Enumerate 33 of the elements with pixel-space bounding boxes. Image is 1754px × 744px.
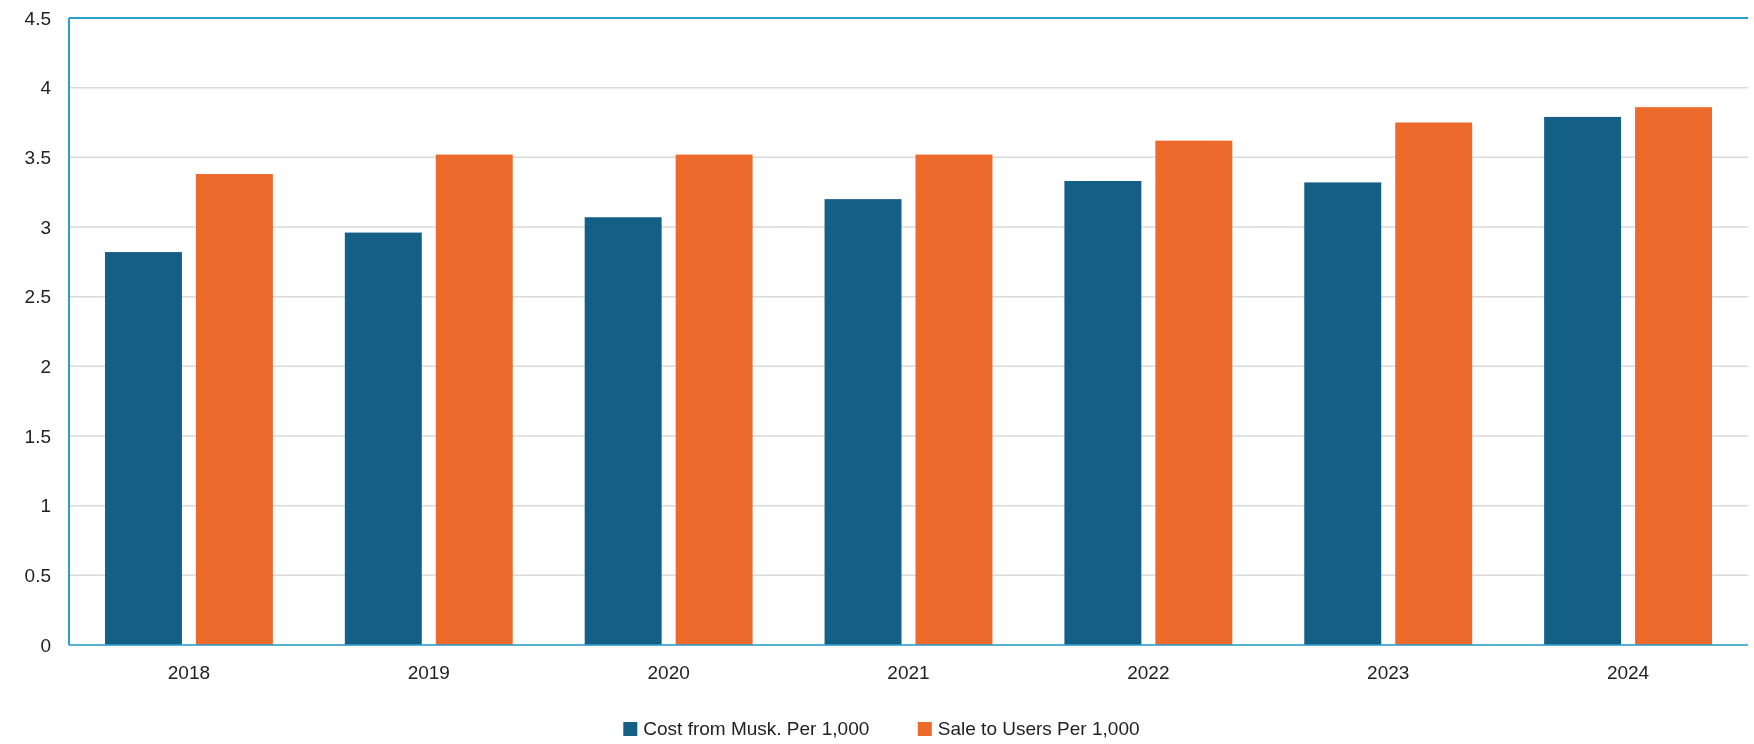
x-tick-label: 2019 (407, 662, 450, 683)
y-tick-label: 2.5 (24, 286, 51, 308)
x-tick-label: 2022 (1127, 662, 1170, 683)
bar (1064, 181, 1142, 645)
legend-label: Cost from Musk. Per 1,000 (643, 718, 870, 739)
bar (104, 252, 182, 645)
bar (675, 154, 753, 645)
bar (584, 217, 662, 645)
bar (1304, 182, 1382, 645)
y-tick-label: 3.5 (24, 146, 51, 168)
y-tick-label: 4.5 (24, 7, 51, 29)
bar (1635, 107, 1713, 645)
y-tick-label: 3 (40, 216, 51, 238)
bar (1395, 122, 1473, 645)
x-tick-label: 2024 (1606, 662, 1650, 683)
y-tick-label: 1.5 (24, 425, 51, 447)
y-tick-label: 0 (40, 634, 51, 656)
bar (344, 232, 422, 645)
bar (1155, 140, 1233, 645)
y-tick-label: 2 (40, 355, 51, 377)
bar (915, 154, 993, 645)
x-tick-label: 2020 (647, 662, 690, 683)
bar (195, 174, 273, 645)
x-tick-label: 2021 (887, 662, 930, 683)
legend-label: Sale to Users Per 1,000 (937, 718, 1140, 739)
y-tick-label: 4 (40, 77, 52, 99)
x-tick-label: 2018 (167, 662, 211, 683)
bar (1544, 116, 1622, 645)
y-tick-label: 1 (40, 495, 51, 517)
y-tick-label: 0.5 (24, 564, 51, 586)
bar (824, 199, 902, 645)
x-tick-label: 2023 (1367, 662, 1410, 683)
bar (435, 154, 513, 645)
